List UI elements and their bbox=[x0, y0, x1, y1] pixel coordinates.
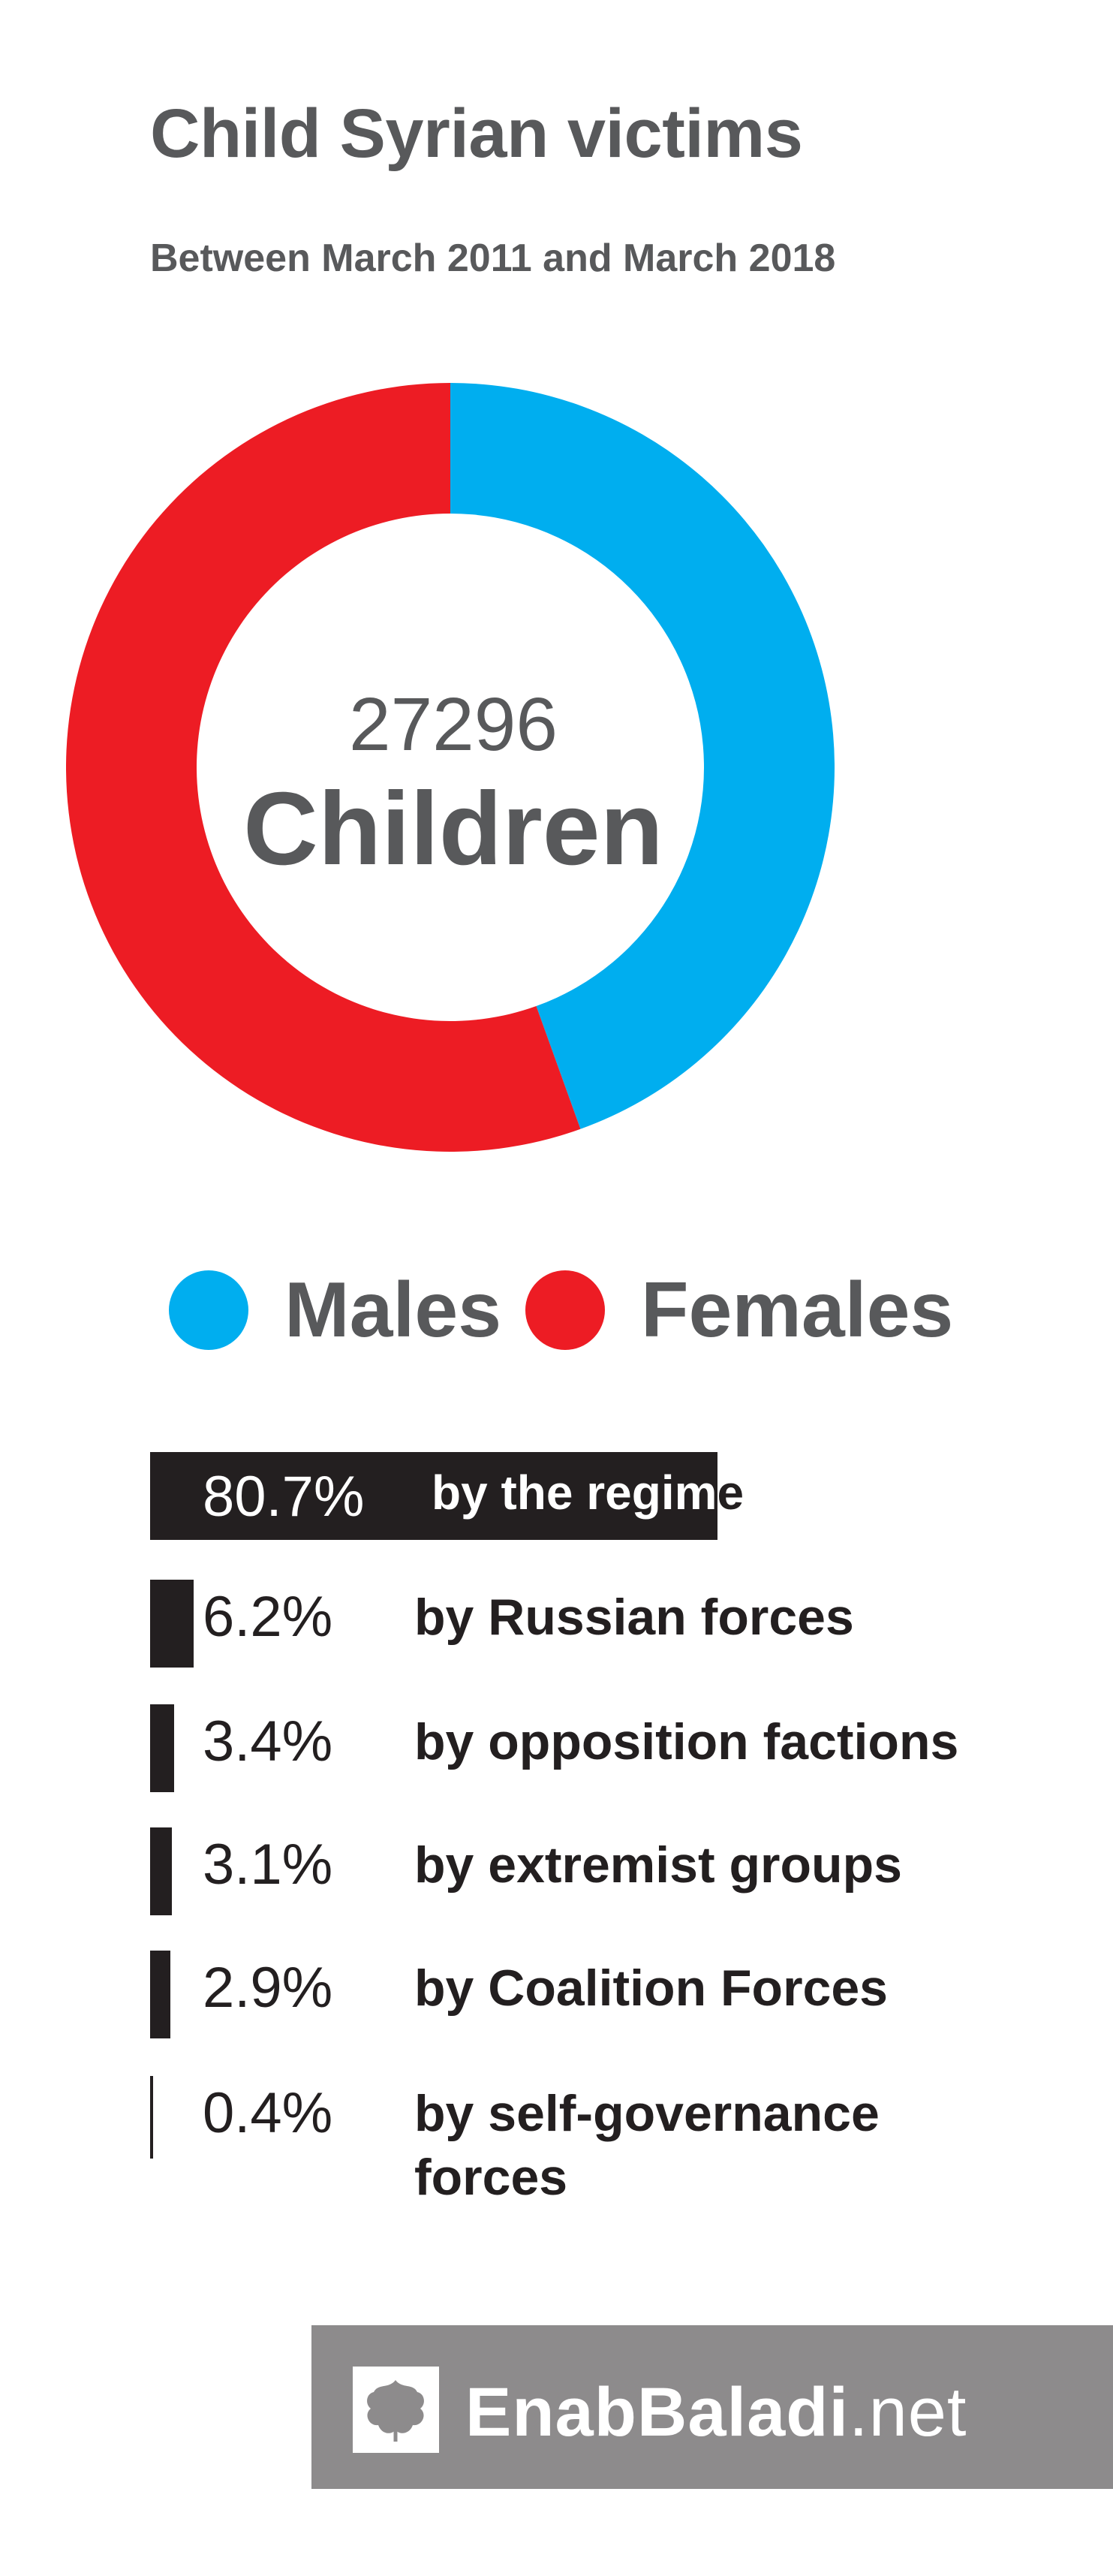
breakdown-percent: 3.4% bbox=[203, 1710, 333, 1773]
breakdown-label: by Russian forces bbox=[414, 1589, 854, 1646]
donut-slice-females bbox=[65, 383, 581, 1152]
breakdown-bar bbox=[150, 1704, 174, 1792]
breakdown-percent: 0.4% bbox=[203, 2081, 333, 2145]
breakdown-bar bbox=[150, 1827, 173, 1915]
total-children-number: 27296 bbox=[348, 682, 558, 767]
breakdown-bar bbox=[150, 2076, 153, 2159]
chart-title: Child Syrian victims bbox=[150, 95, 803, 172]
legend-item-females: Females bbox=[525, 1269, 953, 1351]
breakdown-label: by extremist groups bbox=[414, 1836, 902, 1894]
breakdown-percent: 6.2% bbox=[203, 1585, 333, 1649]
brand-name: EnabBaladi bbox=[465, 2374, 850, 2451]
grape-leaf-icon bbox=[353, 2367, 439, 2453]
breakdown-bar bbox=[150, 1580, 194, 1668]
donut-chart bbox=[65, 383, 835, 1152]
breakdown-bar bbox=[150, 1452, 717, 1540]
legend-swatch-males bbox=[169, 1270, 248, 1350]
brand-logo-text: EnabBaladi.net bbox=[465, 2378, 967, 2447]
breakdown-label: by Coalition Forces bbox=[414, 1960, 888, 2017]
brand-suffix: .net bbox=[849, 2374, 967, 2451]
legend-item-males: Males bbox=[169, 1269, 501, 1351]
breakdown-percent: 80.7% bbox=[203, 1465, 365, 1529]
donut-slice-males bbox=[450, 383, 835, 1129]
breakdown-label: by the regime bbox=[432, 1463, 1032, 1523]
legend-label-males: Males bbox=[284, 1267, 502, 1354]
breakdown-label: by self-governance forces bbox=[414, 2085, 880, 2206]
breakdown-bar bbox=[150, 1951, 171, 2038]
breakdown-label: by opposition factions bbox=[414, 1713, 959, 1770]
legend-label-females: Females bbox=[641, 1267, 954, 1354]
breakdown-percent: 2.9% bbox=[203, 1956, 333, 2020]
legend-swatch-females bbox=[525, 1270, 605, 1350]
breakdown-percent: 3.1% bbox=[203, 1833, 333, 1897]
footer-brand-bar: EnabBaladi.net bbox=[311, 2325, 1113, 2489]
total-children-label: Children bbox=[243, 771, 663, 887]
chart-subtitle: Between March 2011 and March 2018 bbox=[150, 237, 836, 280]
